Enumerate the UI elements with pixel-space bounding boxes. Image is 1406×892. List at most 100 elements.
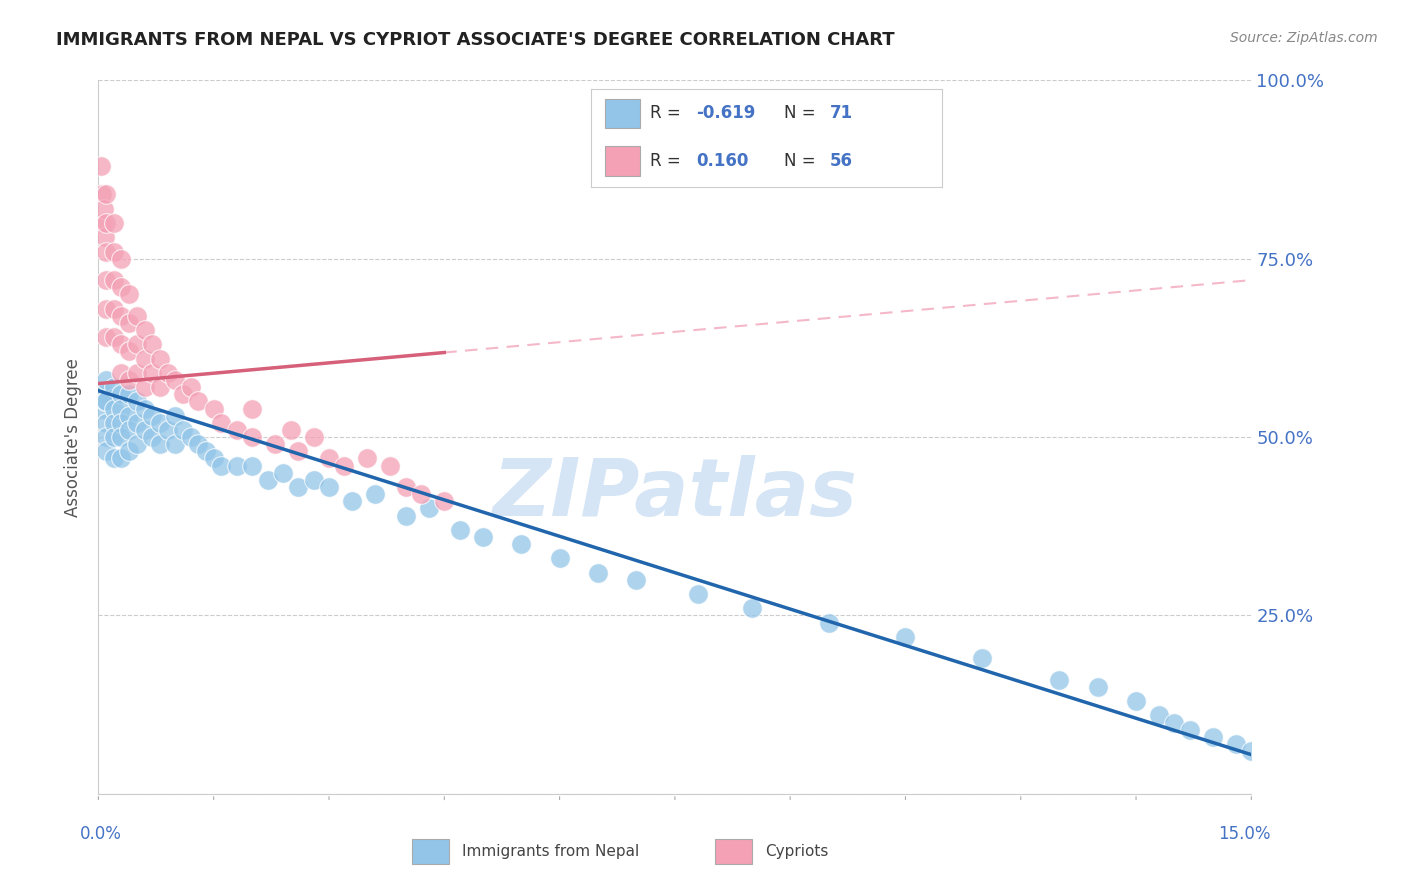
Point <box>103 401 125 416</box>
Point <box>165 437 187 451</box>
Text: 15.0%: 15.0% <box>1218 825 1271 843</box>
Point <box>510 537 533 551</box>
Point <box>103 330 125 344</box>
Point <box>1225 737 1247 751</box>
Point <box>318 451 340 466</box>
Point <box>280 423 302 437</box>
Text: Cypriots: Cypriots <box>765 845 828 859</box>
Point <box>141 366 163 380</box>
Point <box>972 651 994 665</box>
Point <box>103 244 125 259</box>
Point <box>172 423 194 437</box>
Point <box>103 273 125 287</box>
Point <box>110 252 132 266</box>
Point <box>141 409 163 423</box>
Point <box>134 401 156 416</box>
Point <box>91 401 114 416</box>
Text: ZIPatlas: ZIPatlas <box>492 455 858 533</box>
Point <box>94 394 117 409</box>
Point <box>149 437 172 451</box>
Point <box>110 416 132 430</box>
Bar <box>605 146 640 176</box>
Point <box>165 373 187 387</box>
Point <box>149 380 172 394</box>
Point <box>686 587 709 601</box>
Point <box>103 301 125 316</box>
Point <box>110 280 132 294</box>
Point <box>125 416 148 430</box>
Text: Source: ZipAtlas.com: Source: ZipAtlas.com <box>1230 31 1378 45</box>
Point <box>741 601 763 615</box>
Point <box>118 287 141 301</box>
Point <box>586 566 609 580</box>
Point <box>118 444 141 458</box>
Point <box>225 458 247 473</box>
Point <box>411 487 433 501</box>
Text: N =: N = <box>785 152 815 169</box>
Point <box>94 430 117 444</box>
Point <box>202 451 225 466</box>
Text: N =: N = <box>785 104 815 122</box>
Point <box>103 216 125 230</box>
Point <box>264 437 287 451</box>
Point <box>302 473 325 487</box>
Point <box>103 451 125 466</box>
Point <box>93 387 115 401</box>
Point <box>449 523 471 537</box>
Point <box>433 494 456 508</box>
Point <box>94 330 117 344</box>
Point <box>110 337 132 351</box>
Point <box>118 344 141 359</box>
Point <box>180 380 202 394</box>
Text: IMMIGRANTS FROM NEPAL VS CYPRIOT ASSOCIATE'S DEGREE CORRELATION CHART: IMMIGRANTS FROM NEPAL VS CYPRIOT ASSOCIA… <box>56 31 894 49</box>
Point <box>1087 680 1109 694</box>
Point <box>318 480 340 494</box>
Point <box>103 416 125 430</box>
Point <box>110 309 132 323</box>
Point <box>118 373 141 387</box>
Point <box>103 430 125 444</box>
Text: 71: 71 <box>830 104 852 122</box>
Point <box>165 409 187 423</box>
Point <box>94 373 117 387</box>
Point <box>287 480 309 494</box>
Point <box>149 351 172 366</box>
Text: R =: R = <box>650 152 681 169</box>
Point <box>91 216 114 230</box>
Point <box>172 387 194 401</box>
Point <box>93 230 115 244</box>
Point <box>94 301 117 316</box>
Point <box>209 416 232 430</box>
Point <box>110 387 132 401</box>
Text: 0.0%: 0.0% <box>80 825 122 843</box>
Bar <box>716 839 752 864</box>
Point <box>180 430 202 444</box>
Point <box>1125 694 1147 708</box>
Point <box>118 387 141 401</box>
Text: R =: R = <box>650 104 681 122</box>
Text: -0.619: -0.619 <box>696 104 755 122</box>
Point <box>395 508 418 523</box>
Point <box>240 430 263 444</box>
Point <box>141 337 163 351</box>
Point <box>187 437 209 451</box>
Point <box>240 401 263 416</box>
Text: 56: 56 <box>830 152 852 169</box>
Point <box>187 394 209 409</box>
Text: Immigrants from Nepal: Immigrants from Nepal <box>461 845 638 859</box>
Point <box>1163 715 1185 730</box>
Point <box>195 444 218 458</box>
Point <box>548 551 571 566</box>
Point <box>90 159 112 173</box>
Point <box>125 309 148 323</box>
Point <box>94 187 117 202</box>
Point <box>1047 673 1070 687</box>
Point <box>134 380 156 394</box>
Point <box>1202 730 1225 744</box>
Point <box>364 487 387 501</box>
Bar <box>412 839 450 864</box>
Point <box>94 416 117 430</box>
Point <box>302 430 325 444</box>
Point <box>817 615 839 630</box>
Point <box>1147 708 1170 723</box>
